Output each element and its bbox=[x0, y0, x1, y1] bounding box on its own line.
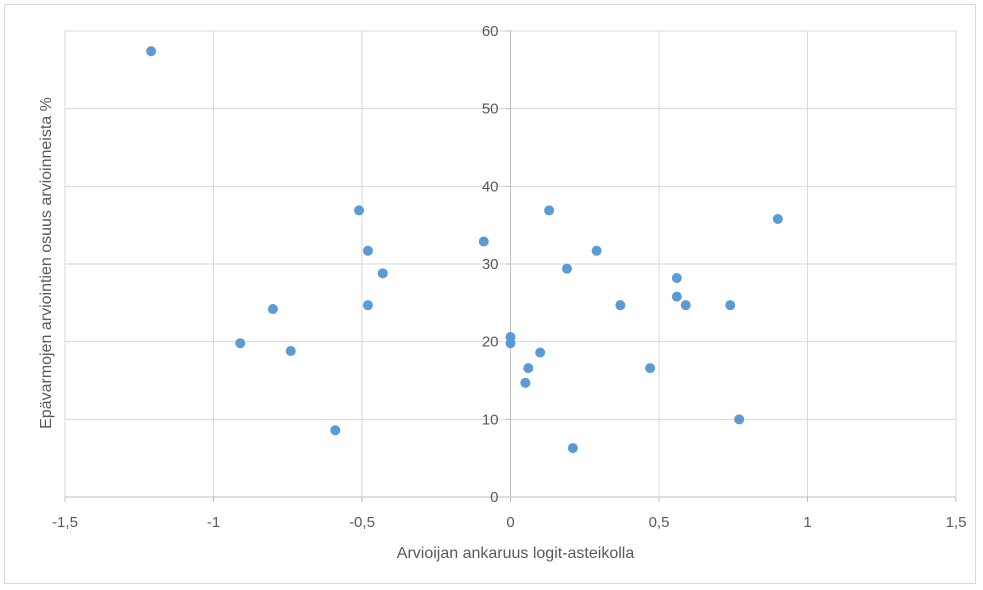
data-point bbox=[330, 425, 341, 436]
data-point bbox=[734, 414, 745, 425]
data-point bbox=[285, 345, 296, 356]
data-point bbox=[362, 300, 373, 311]
x-tick-label: 0,5 bbox=[649, 514, 670, 531]
data-point bbox=[235, 338, 246, 349]
x-tick-label: 1,5 bbox=[946, 514, 967, 531]
data-point bbox=[615, 300, 626, 311]
x-tick-label: -1 bbox=[207, 514, 220, 531]
data-point bbox=[354, 205, 365, 216]
data-point bbox=[645, 363, 656, 374]
y-tick-label: 30 bbox=[482, 256, 499, 273]
axes bbox=[64, 30, 957, 502]
data-point bbox=[567, 443, 578, 454]
x-tick-label: 0 bbox=[506, 514, 514, 531]
data-point bbox=[680, 300, 691, 311]
data-point bbox=[478, 236, 489, 247]
scatter-chart: 0 10 20 30 40 50 60 -1,5 -1 -0,5 0 0,5 1 1,5 Arvioija… bbox=[38, 23, 966, 562]
data-point bbox=[535, 347, 546, 358]
data-point bbox=[505, 338, 516, 349]
data-point bbox=[267, 304, 278, 315]
data-point bbox=[146, 46, 157, 57]
x-axis-title: Arvioijan ankaruus logit-asteikolla bbox=[397, 545, 635, 562]
x-tick-label: -1,5 bbox=[52, 514, 78, 531]
data-point bbox=[591, 245, 602, 256]
y-tick-label: 20 bbox=[482, 334, 499, 351]
y-tick-label: 10 bbox=[482, 411, 499, 428]
data-point bbox=[377, 268, 388, 279]
y-tick-label: 50 bbox=[482, 101, 499, 118]
data-point bbox=[523, 363, 534, 374]
data-points bbox=[146, 46, 783, 454]
x-tick-label: 1 bbox=[803, 514, 811, 531]
y-axis-title: Epävarmojen arviointien osuus arvioinnei… bbox=[38, 97, 55, 429]
data-point bbox=[725, 300, 736, 311]
y-tick-label: 60 bbox=[482, 23, 499, 40]
data-point bbox=[362, 245, 373, 256]
data-point bbox=[544, 205, 555, 216]
data-point bbox=[671, 272, 682, 283]
data-point bbox=[520, 377, 531, 388]
data-point bbox=[561, 263, 572, 274]
tick-labels: 0 10 20 30 40 50 60 -1,5 -1 -0,5 0 0,5 1 1,5 bbox=[52, 23, 966, 531]
data-point bbox=[772, 213, 783, 224]
y-tick-label: 40 bbox=[482, 178, 499, 195]
y-tick-label: 0 bbox=[490, 489, 498, 506]
data-point bbox=[671, 291, 682, 302]
x-tick-label: -0,5 bbox=[349, 514, 375, 531]
chart-container: 0 10 20 30 40 50 60 -1,5 -1 -0,5 0 0,5 1 1,5 Arvioija… bbox=[4, 4, 976, 584]
